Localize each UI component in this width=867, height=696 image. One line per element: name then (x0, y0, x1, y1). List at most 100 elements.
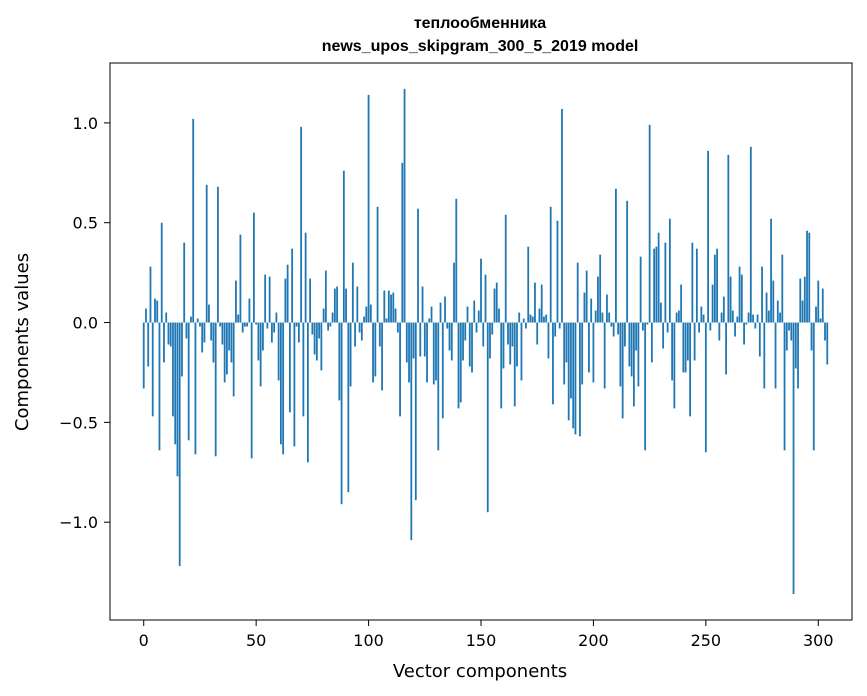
bar (581, 322, 584, 385)
bar (648, 124, 651, 323)
bar (590, 298, 593, 323)
bar (426, 322, 428, 383)
plot-area-frame (109, 62, 853, 621)
bar (659, 302, 662, 323)
bar (318, 322, 321, 339)
bar (783, 322, 786, 451)
y-axis-label: Components values (12, 253, 33, 431)
bar (761, 266, 763, 323)
bar (597, 276, 599, 323)
bar (774, 322, 777, 389)
bar (700, 306, 703, 323)
bar (369, 304, 372, 323)
bar (655, 246, 658, 323)
bar (421, 286, 424, 323)
bar (731, 310, 734, 323)
bar (192, 118, 195, 323)
bar (650, 322, 653, 363)
bar (781, 254, 784, 323)
bar (257, 322, 260, 361)
bar (824, 322, 826, 341)
bar (302, 322, 305, 417)
bar (606, 294, 608, 323)
bar (356, 286, 359, 323)
bar (232, 322, 235, 397)
bar (468, 322, 471, 367)
bar (372, 322, 374, 383)
bar (716, 248, 718, 323)
bar (147, 322, 150, 367)
x-tick-label: 0 (139, 631, 149, 650)
bar (574, 322, 577, 435)
bar (495, 282, 498, 323)
bar (758, 322, 761, 357)
bar (536, 322, 539, 345)
x-tick-label: 150 (466, 631, 497, 650)
bar (205, 184, 208, 323)
bar (331, 312, 334, 323)
bar (160, 222, 163, 323)
bar (414, 322, 417, 501)
bar (163, 322, 165, 363)
bar (698, 322, 700, 333)
bar (473, 300, 476, 323)
x-tick-label: 50 (246, 631, 266, 650)
bar (794, 322, 797, 369)
bar (576, 262, 579, 323)
bar (448, 322, 451, 351)
bar (633, 322, 635, 407)
bar (320, 322, 323, 371)
bar (810, 322, 813, 351)
bar (237, 314, 240, 323)
bar (327, 322, 329, 331)
bar (599, 254, 602, 323)
bar (776, 300, 779, 323)
bar (210, 322, 213, 341)
bar (342, 170, 345, 323)
bar (203, 322, 206, 343)
bar (630, 322, 633, 377)
bar (615, 188, 617, 323)
bar (558, 322, 561, 329)
bar (525, 322, 527, 329)
bar (279, 322, 282, 445)
bar (480, 258, 482, 323)
bar (579, 322, 581, 437)
bar (199, 322, 201, 327)
bar (779, 312, 781, 323)
bar (594, 310, 597, 323)
bar (677, 310, 680, 323)
bar (619, 322, 622, 387)
bar (763, 322, 766, 389)
bar (797, 322, 799, 389)
bar (300, 126, 303, 323)
bar (563, 322, 566, 385)
bar (792, 322, 795, 595)
bar (734, 322, 736, 337)
bar (286, 264, 289, 323)
bar (401, 162, 404, 323)
bar (145, 308, 147, 323)
bar (534, 282, 536, 323)
bar (455, 198, 458, 323)
bar (765, 292, 768, 323)
bar (288, 322, 291, 413)
bar (333, 288, 336, 323)
bar (695, 248, 698, 323)
bar (747, 312, 750, 323)
bar (743, 322, 745, 345)
bar (826, 322, 829, 365)
bar (185, 322, 188, 339)
bar (250, 322, 253, 459)
bar (612, 322, 615, 337)
bar (570, 322, 572, 399)
bar (644, 322, 647, 451)
bar (311, 322, 314, 335)
bar (702, 314, 705, 323)
bar (403, 88, 406, 323)
bar (567, 322, 570, 421)
bar (691, 242, 694, 323)
bar (268, 276, 271, 323)
bar (295, 322, 298, 327)
